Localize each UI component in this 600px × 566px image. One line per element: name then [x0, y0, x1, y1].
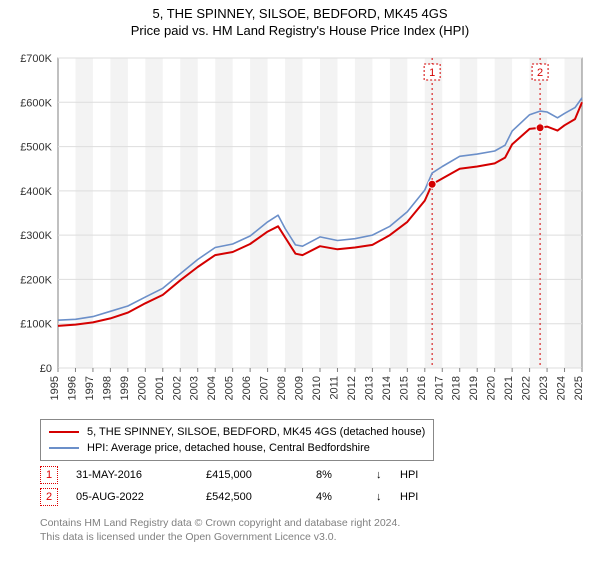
svg-text:2007: 2007	[259, 376, 271, 400]
svg-text:2022: 2022	[521, 376, 533, 400]
marker-table: 1 31-MAY-2016£415,0008%↓HPI 2 05-AUG-2022£5…	[40, 464, 440, 508]
svg-text:2011: 2011	[328, 376, 340, 400]
svg-text:2004: 2004	[206, 376, 218, 400]
marker-row: 1 31-MAY-2016£415,0008%↓HPI	[40, 464, 440, 486]
svg-text:2023: 2023	[538, 376, 550, 400]
svg-text:2012: 2012	[346, 376, 358, 400]
marker-date: 31-MAY-2016	[76, 469, 206, 481]
legend-swatch	[49, 431, 79, 433]
svg-text:2025: 2025	[573, 376, 585, 400]
svg-text:£100K: £100K	[20, 319, 52, 331]
svg-text:1999: 1999	[119, 376, 131, 400]
marker-pct: 4%	[316, 491, 376, 503]
svg-text:1: 1	[429, 67, 435, 79]
svg-text:1995: 1995	[49, 376, 61, 400]
svg-text:2018: 2018	[451, 376, 463, 400]
svg-text:2005: 2005	[224, 376, 236, 400]
svg-text:1997: 1997	[84, 376, 96, 400]
marker-id-box: 2	[40, 488, 58, 506]
svg-text:£700K: £700K	[20, 53, 52, 65]
marker-price: £542,500	[206, 491, 316, 503]
marker-vs: HPI	[400, 491, 440, 503]
down-arrow-icon: ↓	[376, 491, 400, 503]
svg-text:2000: 2000	[136, 376, 148, 400]
svg-text:1998: 1998	[101, 376, 113, 400]
marker-row: 2 05-AUG-2022£542,5004%↓HPI	[40, 486, 440, 508]
down-arrow-icon: ↓	[376, 469, 400, 481]
svg-text:£400K: £400K	[20, 186, 52, 198]
chart-title: 5, THE SPINNEY, SILSOE, BEDFORD, MK45 4G…	[0, 6, 600, 21]
svg-text:2021: 2021	[503, 376, 515, 400]
svg-text:2024: 2024	[556, 376, 568, 400]
svg-text:2010: 2010	[311, 376, 323, 400]
svg-text:2013: 2013	[363, 376, 375, 400]
footer-line-2: This data is licensed under the Open Gov…	[40, 530, 400, 544]
legend-label: 5, THE SPINNEY, SILSOE, BEDFORD, MK45 4G…	[87, 426, 425, 438]
svg-text:2008: 2008	[276, 376, 288, 400]
svg-text:£300K: £300K	[20, 230, 52, 242]
svg-text:£200K: £200K	[20, 274, 52, 286]
svg-text:2006: 2006	[241, 376, 253, 400]
footer: Contains HM Land Registry data © Crown c…	[40, 516, 400, 544]
svg-text:£500K: £500K	[20, 142, 52, 154]
svg-text:2020: 2020	[486, 376, 498, 400]
marker-date: 05-AUG-2022	[76, 491, 206, 503]
svg-text:2001: 2001	[154, 376, 166, 400]
svg-text:£0: £0	[40, 363, 52, 375]
price-chart: £0 £100K £200K £300K £400K £500K £600K £700K 199…	[10, 50, 590, 410]
chart-subtitle: Price paid vs. HM Land Registry's House …	[0, 23, 600, 38]
svg-text:2015: 2015	[398, 376, 410, 400]
svg-text:2002: 2002	[171, 376, 183, 400]
marker-id-box: 1	[40, 466, 58, 484]
marker-vs: HPI	[400, 469, 440, 481]
legend: 5, THE SPINNEY, SILSOE, BEDFORD, MK45 4G…	[40, 419, 434, 461]
legend-item: 5, THE SPINNEY, SILSOE, BEDFORD, MK45 4G…	[49, 424, 425, 440]
svg-text:2014: 2014	[381, 376, 393, 400]
marker-pct: 8%	[316, 469, 376, 481]
footer-line-1: Contains HM Land Registry data © Crown c…	[40, 516, 400, 530]
marker-price: £415,000	[206, 469, 316, 481]
svg-text:2019: 2019	[468, 376, 480, 400]
legend-swatch	[49, 447, 79, 449]
svg-text:2: 2	[537, 67, 543, 79]
svg-text:2009: 2009	[294, 376, 306, 400]
legend-item: HPI: Average price, detached house, Cent…	[49, 440, 425, 456]
svg-text:£600K: £600K	[20, 97, 52, 109]
svg-text:2003: 2003	[189, 376, 201, 400]
legend-label: HPI: Average price, detached house, Cent…	[87, 442, 370, 454]
svg-text:2017: 2017	[433, 376, 445, 400]
svg-text:1996: 1996	[66, 376, 78, 400]
svg-text:2016: 2016	[416, 376, 428, 400]
